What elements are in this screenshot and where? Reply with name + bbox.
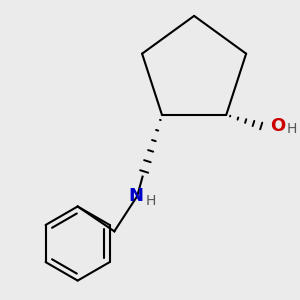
Text: H: H [286,122,297,136]
Text: H: H [146,194,156,208]
Text: N: N [128,187,143,205]
Text: O: O [270,117,285,135]
